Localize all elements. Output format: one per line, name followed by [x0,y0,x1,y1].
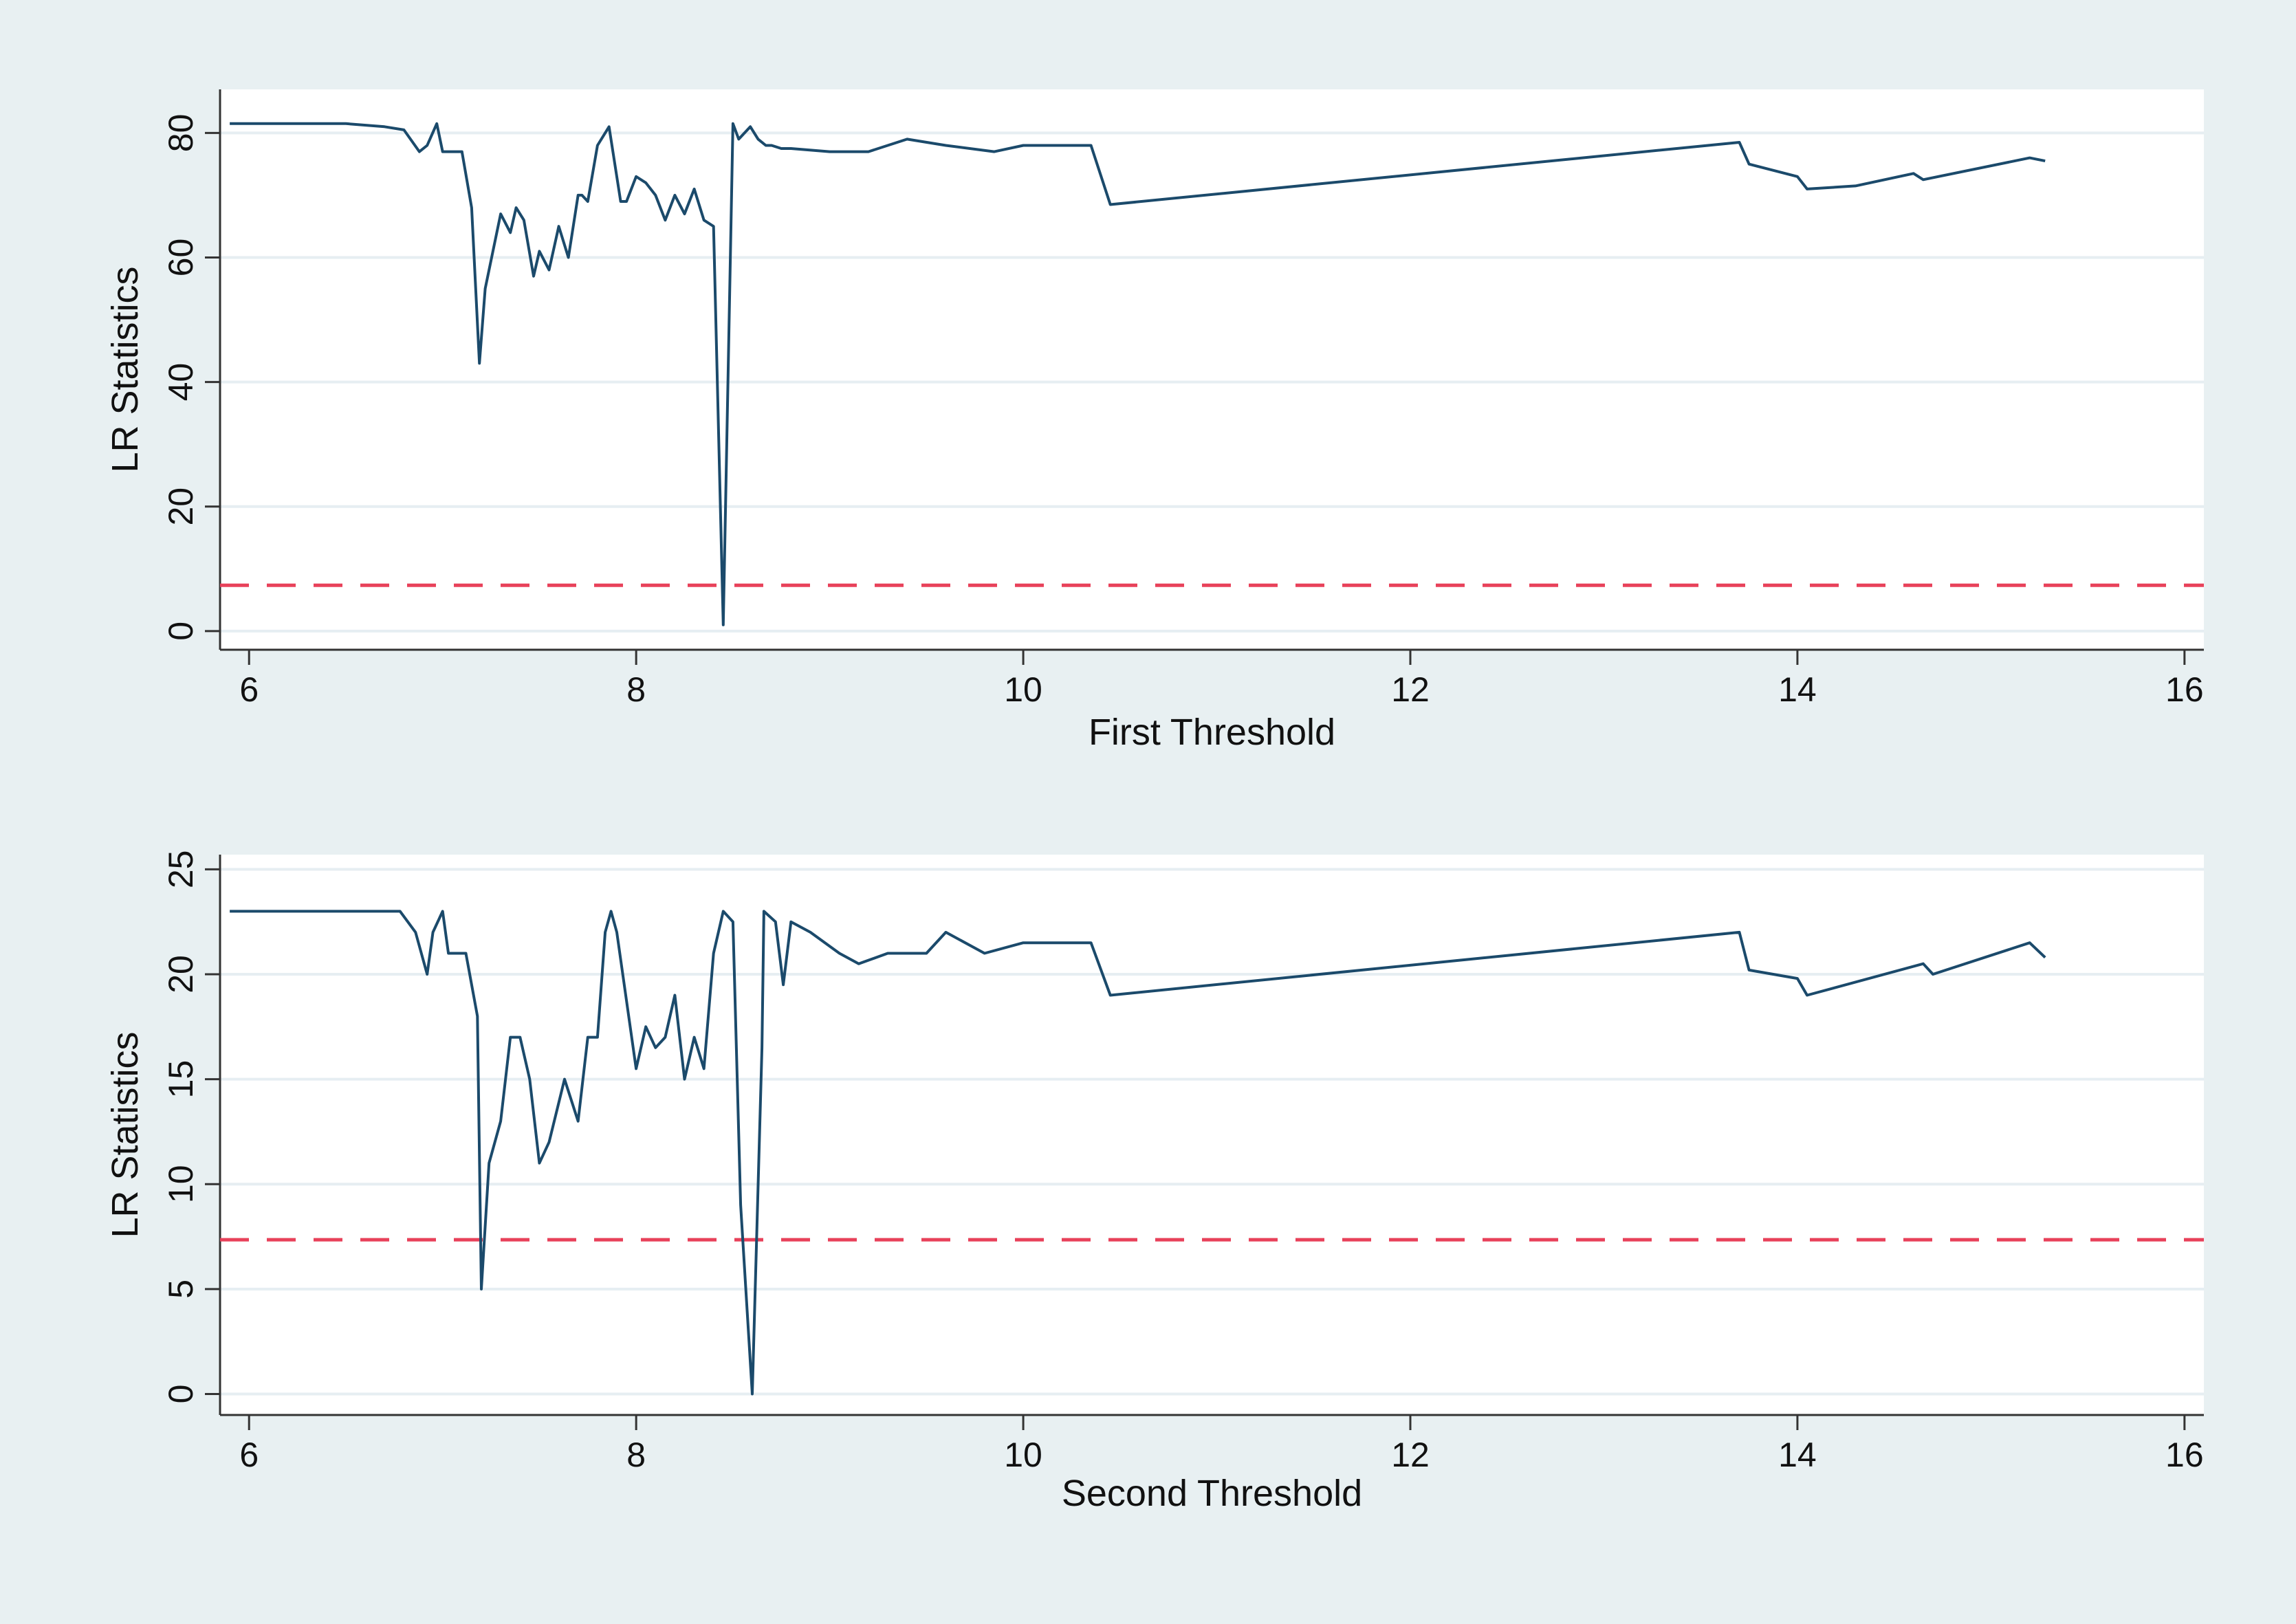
x-tick-label: 10 [1004,670,1042,709]
x-tick-label: 8 [626,1436,646,1474]
y-tick-label: 5 [162,1280,200,1299]
x-tick-label: 16 [2165,670,2204,709]
x-tick-label: 6 [239,670,259,709]
x-axis-title: First Threshold [1089,712,1335,753]
x-tick-label: 10 [1004,1436,1042,1474]
second-threshold-panel: 6 8 10 12 14 16 0 5 10 15 20 25 Second Threshold LR S… [105,851,2204,1514]
x-tick-label: 6 [239,1436,259,1474]
x-axis-title: Second Threshold [1062,1473,1362,1514]
y-tick-label: 0 [162,622,200,641]
x-tick-label: 16 [2165,1436,2204,1474]
x-tick-label: 12 [1391,670,1430,709]
y-tick-label: 15 [162,1060,200,1099]
y-tick-label: 20 [162,487,200,526]
x-tick-label: 8 [626,670,646,709]
y-axis-title: LR Statistics [105,266,146,472]
y-axis-title: LR Statistics [105,1031,146,1238]
y-tick-label: 80 [162,114,200,153]
x-tick-label: 14 [1778,1436,1817,1474]
y-tick-label: 20 [162,955,200,994]
x-tick-label: 12 [1391,1436,1430,1474]
y-tick-label: 60 [162,239,200,277]
x-tick-label: 14 [1778,670,1817,709]
first-threshold-panel: 6 8 10 12 14 16 0 20 40 60 80 First Threshold LR Sta… [105,89,2204,753]
plot-area [220,89,2204,650]
y-tick-label: 0 [162,1385,200,1404]
lr-statistic-series-line [230,910,2046,1396]
y-tick-label: 10 [162,1165,200,1203]
plot-area [220,855,2204,1415]
y-tick-label: 25 [162,851,200,889]
y-tick-label: 40 [162,363,200,402]
lr-statistic-series-line [230,122,2046,626]
